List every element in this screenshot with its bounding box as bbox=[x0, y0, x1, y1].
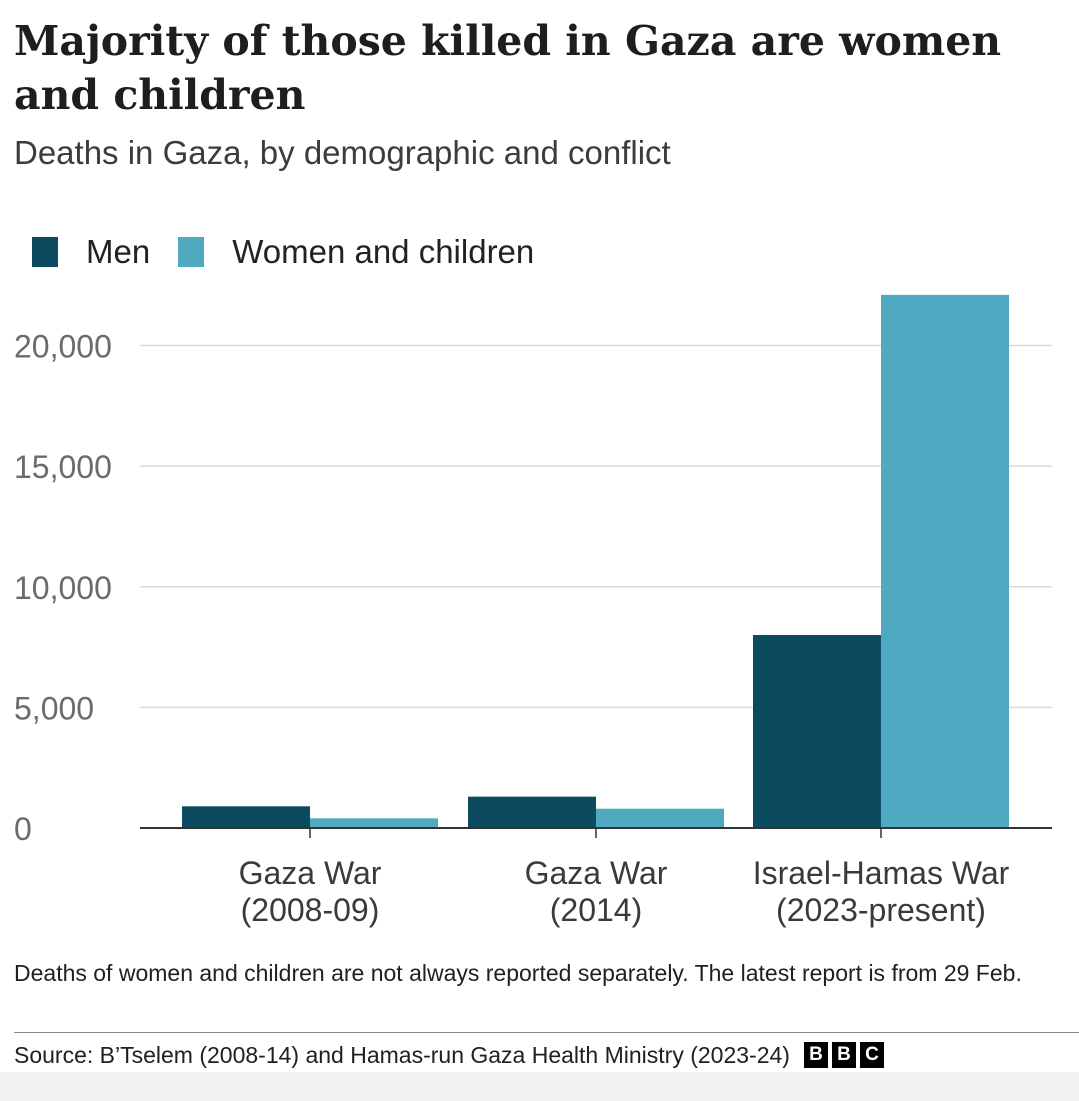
legend-swatch-women-children bbox=[178, 237, 205, 267]
legend-item-women-children: Women and children bbox=[178, 233, 534, 271]
source-text: Source: B’Tselem (2008-14) and Hamas-run… bbox=[14, 1042, 790, 1068]
x-tick-label-1-line-2: (2008-09) bbox=[241, 892, 380, 928]
x-tick-label-3-line-1: Israel-Hamas War bbox=[753, 855, 1010, 891]
bar-women-children-1 bbox=[310, 818, 438, 828]
source-line: Source: B’Tselem (2008-14) and Hamas-run… bbox=[14, 1038, 888, 1072]
legend-swatch-men bbox=[32, 237, 58, 267]
x-tick-label-1-line-1: Gaza War bbox=[239, 855, 382, 891]
bar-women-children-2 bbox=[596, 808, 724, 828]
bbc-logo-block-1: B bbox=[803, 1042, 828, 1068]
x-tick-label-2-line-2: (2014) bbox=[550, 892, 643, 928]
footer-divider bbox=[14, 1032, 1079, 1033]
y-tick-label-20000: 20,000 bbox=[14, 329, 112, 365]
bbc-logo-block-3: C bbox=[859, 1042, 884, 1068]
bar-men-3 bbox=[753, 635, 881, 828]
bar-men-2 bbox=[468, 796, 596, 828]
y-tick-label-15000: 15,000 bbox=[14, 449, 112, 485]
y-tick-label-10000: 10,000 bbox=[14, 570, 112, 606]
chart-title: Majority of those killed in Gaza are wom… bbox=[14, 17, 1002, 119]
bar-women-children-3 bbox=[881, 294, 1009, 828]
bar-men-1 bbox=[182, 806, 310, 828]
chart-note: Deaths of women and children are not alw… bbox=[14, 960, 1022, 986]
chart-subtitle: Deaths in Gaza, by demographic and confl… bbox=[14, 134, 671, 171]
x-tick-label-3-line-2: (2023-present) bbox=[776, 892, 986, 928]
chart-legend: Men Women and children bbox=[32, 230, 562, 274]
bbc-logo: B B C bbox=[803, 1042, 888, 1068]
legend-label-women-children: Women and children bbox=[232, 233, 535, 270]
legend-label-men: Men bbox=[86, 233, 151, 270]
x-tick-label-2-line-1: Gaza War bbox=[525, 855, 668, 891]
footer-band bbox=[0, 1072, 1079, 1101]
legend-item-men: Men bbox=[32, 233, 150, 271]
y-tick-label-0: 0 bbox=[14, 811, 32, 847]
y-tick-label-5000: 5,000 bbox=[14, 690, 94, 726]
bbc-logo-block-2: B bbox=[831, 1042, 856, 1068]
